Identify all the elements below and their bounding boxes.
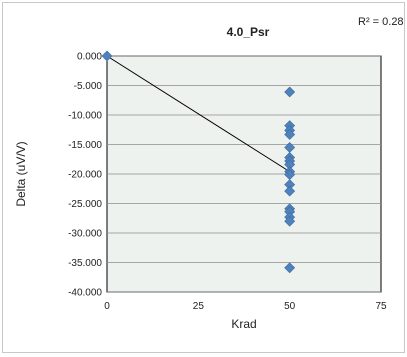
chart-title: 4.0_Psr — [227, 25, 270, 39]
data-points — [101, 50, 296, 274]
x-tick-label: 25 — [193, 301, 205, 312]
y-tick-label: 0.000 — [77, 52, 102, 63]
trendline — [106, 55, 290, 173]
data-point — [284, 86, 296, 98]
y-tick-label: -30.000 — [68, 229, 102, 240]
y-tick-labels: 0.000 -5.000 -10.000 -15.000 -20.000 -25.000 -… — [68, 52, 102, 299]
x-tick-label: 0 — [104, 301, 110, 312]
r-squared-annotation: R² = 0.2833 — [358, 16, 405, 28]
y-tick-label: -5.000 — [74, 81, 103, 92]
scatter-chart: 0.000 -5.000 -10.000 -15.000 -20.000 -25.000 -… — [14, 16, 405, 331]
y-axis-label: Delta (uV/V) — [14, 141, 28, 206]
y-tick-label: -35.000 — [68, 258, 102, 269]
data-point — [284, 129, 296, 140]
x-tick-label: 75 — [375, 301, 387, 312]
y-tick-label: -15.000 — [68, 140, 102, 151]
data-point — [284, 215, 296, 227]
x-axis-label: Krad — [231, 317, 256, 331]
y-tick-label: -25.000 — [68, 199, 102, 210]
y-tick-label: -10.000 — [68, 111, 102, 122]
x-tick-labels: 0 25 50 75 — [104, 301, 387, 312]
data-point — [284, 185, 296, 197]
data-point — [101, 50, 113, 62]
y-tick-label: -20.000 — [68, 170, 102, 181]
x-tick-label: 50 — [284, 301, 296, 312]
data-point — [284, 262, 296, 274]
y-tick-label: -40.000 — [68, 288, 102, 299]
chart-container: 0.000 -5.000 -10.000 -15.000 -20.000 -25.000 -… — [2, 2, 405, 353]
